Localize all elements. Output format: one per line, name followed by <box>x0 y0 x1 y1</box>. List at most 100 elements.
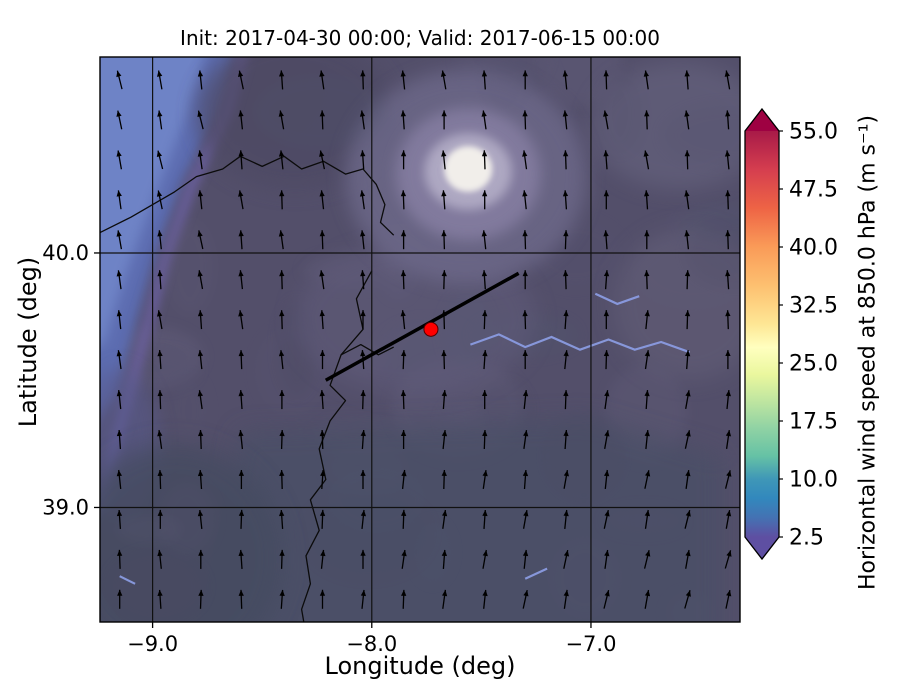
wind-arrow <box>603 509 610 529</box>
wind-arrow <box>400 150 407 170</box>
wind-arrow <box>400 390 407 410</box>
wind-arrow <box>116 70 123 90</box>
wind-arrow <box>603 230 609 250</box>
wind-arrow <box>360 270 366 290</box>
wind-arrow <box>198 549 204 569</box>
wind-arrow <box>523 430 529 449</box>
wind-arrow <box>725 190 731 210</box>
wind-arrow <box>603 589 610 609</box>
wind-arrow <box>197 110 204 130</box>
colorbar-tick-label: 47.5 <box>789 178 838 203</box>
wind-arrow <box>319 230 325 250</box>
wind-arrow <box>685 549 691 569</box>
wind-arrow <box>197 310 204 330</box>
wind-arrow <box>319 110 325 130</box>
wind-arrow <box>197 70 204 90</box>
wind-arrow <box>157 509 163 529</box>
wind-arrow <box>644 230 650 250</box>
wind-arrow <box>359 110 366 130</box>
wind-arrow <box>157 549 163 569</box>
wind-arrow <box>360 390 366 410</box>
wind-arrow <box>238 230 244 250</box>
wind-arrow <box>482 549 488 569</box>
wind-arrow <box>238 470 244 489</box>
wind-arrow <box>442 509 448 529</box>
wind-arrow <box>198 429 204 450</box>
wind-arrow <box>522 509 529 529</box>
wind-arrow <box>522 310 528 330</box>
colorbar-extend-under <box>745 537 779 559</box>
wind-arrow <box>197 350 204 370</box>
wind-arrow <box>562 110 568 130</box>
wind-arrow <box>563 390 569 410</box>
wind-arrow <box>563 310 569 330</box>
colorbar-tick-label: 40.0 <box>789 236 838 261</box>
wind-arrow <box>724 150 731 170</box>
wind-arrow <box>400 110 406 130</box>
wind-arrow <box>401 509 407 529</box>
wind-arrow <box>562 70 568 90</box>
colorbar-gradient <box>745 131 779 537</box>
wind-arrow <box>279 270 285 290</box>
wind-arrow <box>117 589 123 609</box>
wind-arrow <box>522 70 528 90</box>
wind-arrow <box>563 270 569 290</box>
wind-arrow <box>562 190 569 210</box>
x-tick-label: −7.0 <box>565 632 616 656</box>
wind-arrow <box>482 350 488 370</box>
wind-arrow <box>522 390 529 410</box>
wind-arrow <box>156 190 163 210</box>
wind-arrow <box>116 110 123 130</box>
wind-arrow <box>684 310 691 330</box>
wind-arrow <box>604 469 610 489</box>
wind-arrow <box>522 270 528 290</box>
wind-arrow <box>197 270 204 290</box>
wind-arrow <box>563 350 569 370</box>
wind-arrow <box>441 150 447 170</box>
wind-arrow <box>360 429 366 450</box>
wind-arrow <box>684 230 690 250</box>
wind-arrow <box>441 110 447 130</box>
wind-arrow <box>603 350 610 370</box>
wind-arrow <box>360 70 366 90</box>
wind-arrow <box>401 549 407 569</box>
wind-arrow <box>441 270 447 290</box>
wind-arrow <box>279 469 285 490</box>
wind-arrow <box>684 270 691 290</box>
wind-arrow <box>238 70 244 90</box>
wind-arrow <box>320 469 326 490</box>
wind-arrow <box>360 509 366 529</box>
wind-arrow <box>197 150 203 170</box>
wind-arrow <box>278 110 285 130</box>
wind-arrow <box>116 429 123 450</box>
wind-arrow <box>481 150 488 170</box>
river-contour <box>119 575 136 585</box>
wind-arrow <box>684 70 690 90</box>
wind-arrow <box>319 429 325 450</box>
wind-arrow <box>278 150 285 170</box>
wind-arrow <box>604 549 610 569</box>
wind-arrow <box>278 350 285 370</box>
plot-title: Init: 2017-04-30 00:00; Valid: 2017-06-1… <box>180 26 660 50</box>
x-axis-label: Longitude (deg) <box>324 652 516 680</box>
wind-arrow <box>157 230 163 250</box>
wind-arrow <box>644 350 650 370</box>
wind-arrow <box>157 390 163 410</box>
wind-arrow <box>157 110 163 130</box>
wind-arrow <box>603 190 609 210</box>
wind-arrow <box>238 549 244 569</box>
wind-arrow <box>238 190 244 210</box>
wind-arrow <box>360 549 366 569</box>
wind-arrow <box>603 110 609 130</box>
coastline <box>300 270 373 622</box>
wind-arrow <box>685 390 691 410</box>
wind-arrow <box>644 310 650 330</box>
x-tick-label: −8.0 <box>346 632 397 656</box>
wind-arrow <box>644 190 650 210</box>
wind-arrow <box>319 350 326 370</box>
grid-lines <box>100 57 740 622</box>
wind-arrow <box>400 70 406 90</box>
overlay-layer <box>324 271 520 382</box>
colorbar-tick-label: 2.5 <box>789 526 824 551</box>
